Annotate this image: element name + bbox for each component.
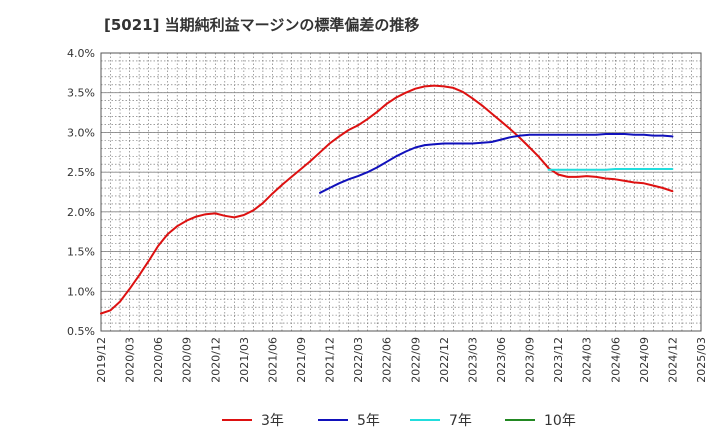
x-tick-label: 2022/12 <box>438 337 451 383</box>
plot-frame <box>100 52 702 332</box>
x-tick-label: 2023/06 <box>495 337 508 383</box>
y-tick-label: 0.5% <box>67 325 95 338</box>
series-line-3年 <box>100 84 674 315</box>
x-tick-label: 2021/09 <box>295 337 308 383</box>
x-tick-label: 2021/06 <box>266 337 279 383</box>
legend-label: 10年 <box>544 413 576 429</box>
legend-label: 3年 <box>261 413 284 429</box>
x-tick-label: 2023/09 <box>524 337 537 383</box>
y-tick-label: 3.0% <box>67 126 95 139</box>
x-tick-label: 2024/03 <box>581 337 594 383</box>
x-tick-label: 2020/06 <box>152 337 165 383</box>
x-tick-label: 2021/12 <box>324 337 337 383</box>
legend-swatch <box>505 419 535 421</box>
y-tick-label: 2.5% <box>67 166 95 179</box>
x-tick-label: 2020/12 <box>209 337 222 383</box>
legend-label: 7年 <box>449 413 472 429</box>
x-tick-label: 2022/06 <box>381 337 394 383</box>
x-tick-label: 2023/03 <box>466 337 479 383</box>
legend-label: 5年 <box>357 413 380 429</box>
plot-background <box>101 53 701 331</box>
series-line-5年 <box>319 133 674 194</box>
y-tick-label: 4.0% <box>67 47 95 60</box>
legend-swatch <box>410 419 440 421</box>
x-tick-label: 2024/06 <box>609 337 622 383</box>
chart-title: [5021] 当期純利益マージンの標準偏差の推移 <box>104 16 420 34</box>
x-tick-label: 2020/09 <box>181 337 194 383</box>
legend-item: 3年 <box>222 410 284 430</box>
y-tick-label: 3.5% <box>67 87 95 100</box>
legend-item: 10年 <box>505 410 576 430</box>
x-tick-label: 2021/03 <box>238 337 251 383</box>
y-tick-label: 2.0% <box>67 206 95 219</box>
legend-swatch <box>222 419 252 421</box>
x-tick-label: 2024/09 <box>638 337 651 383</box>
x-tick-label: 2020/03 <box>124 337 137 383</box>
x-tick-label: 2019/12 <box>95 337 108 383</box>
x-tick-label: 2022/09 <box>409 337 422 383</box>
legend-item: 5年 <box>318 410 380 430</box>
x-tick-label: 2023/12 <box>552 337 565 383</box>
y-tick-label: 1.5% <box>67 246 95 259</box>
x-tick-label: 2022/03 <box>352 337 365 383</box>
y-tick-label: 1.0% <box>67 285 95 298</box>
series-line-7年 <box>547 168 674 171</box>
x-tick-label: 2024/12 <box>666 337 679 383</box>
legend-item: 7年 <box>410 410 472 430</box>
legend-swatch <box>318 419 348 421</box>
x-tick-label: 2025/03 <box>695 337 708 383</box>
